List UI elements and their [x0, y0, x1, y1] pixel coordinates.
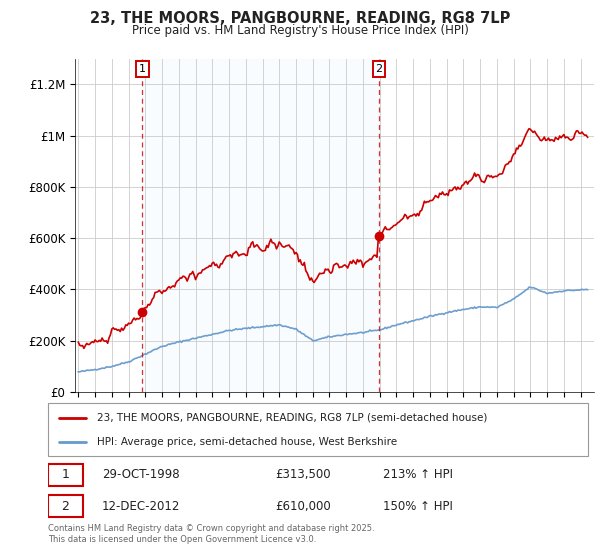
Text: 150% ↑ HPI: 150% ↑ HPI [383, 500, 452, 512]
Text: £313,500: £313,500 [275, 468, 331, 482]
Text: HPI: Average price, semi-detached house, West Berkshire: HPI: Average price, semi-detached house,… [97, 437, 397, 447]
Text: Price paid vs. HM Land Registry's House Price Index (HPI): Price paid vs. HM Land Registry's House … [131, 24, 469, 36]
FancyBboxPatch shape [48, 464, 83, 486]
Text: 12-DEC-2012: 12-DEC-2012 [102, 500, 181, 512]
Text: 2: 2 [376, 64, 382, 74]
Text: £610,000: £610,000 [275, 500, 331, 512]
FancyBboxPatch shape [48, 495, 83, 517]
Text: 2: 2 [62, 500, 70, 512]
Text: 1: 1 [139, 64, 146, 74]
Text: Contains HM Land Registry data © Crown copyright and database right 2025.
This d: Contains HM Land Registry data © Crown c… [48, 524, 374, 544]
Bar [142, 59, 379, 392]
Text: 213% ↑ HPI: 213% ↑ HPI [383, 468, 453, 482]
Text: 23, THE MOORS, PANGBOURNE, READING, RG8 7LP (semi-detached house): 23, THE MOORS, PANGBOURNE, READING, RG8 … [97, 413, 487, 423]
Text: 23, THE MOORS, PANGBOURNE, READING, RG8 7LP: 23, THE MOORS, PANGBOURNE, READING, RG8 … [90, 11, 510, 26]
FancyBboxPatch shape [48, 403, 588, 456]
Text: 29-OCT-1998: 29-OCT-1998 [102, 468, 179, 482]
Text: 1: 1 [62, 468, 70, 482]
